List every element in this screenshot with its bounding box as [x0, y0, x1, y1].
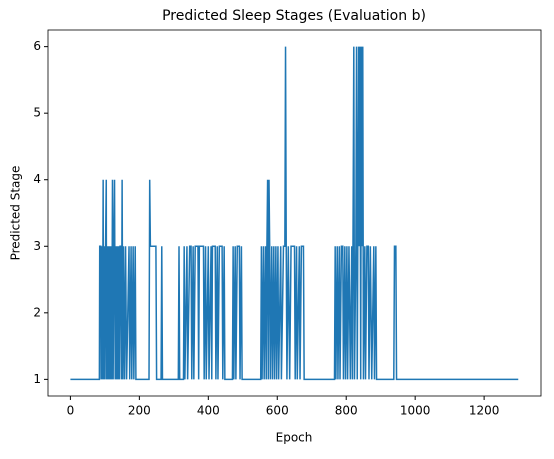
y-axis-label: Predicted Stage: [9, 166, 23, 261]
plot-frame: [47, 29, 542, 397]
y-tick-label: 1: [33, 372, 41, 386]
x-tick-label: 400: [197, 404, 220, 418]
y-tick-label: 4: [33, 172, 41, 186]
y-tick-label: 5: [33, 106, 41, 120]
x-axis-label: Epoch: [276, 431, 313, 445]
x-tick-label: 800: [335, 404, 358, 418]
y-tick-label: 3: [33, 239, 41, 253]
x-tick-label: 0: [67, 404, 75, 418]
chart-title: Predicted Sleep Stages (Evaluation b): [162, 8, 426, 24]
x-tick-label: 600: [266, 404, 289, 418]
y-tick-label: 6: [33, 39, 41, 53]
x-tick-label: 1000: [400, 404, 431, 418]
y-tick-label: 2: [33, 305, 41, 319]
x-tick-label: 200: [128, 404, 151, 418]
line: [70, 46, 519, 381]
x-tick-label: 1200: [469, 404, 500, 418]
